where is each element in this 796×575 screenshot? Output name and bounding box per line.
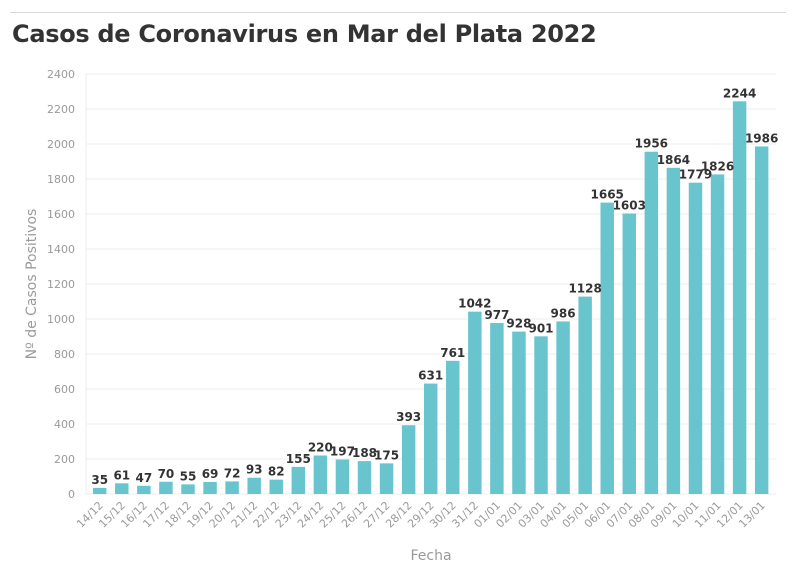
- bar: [335, 459, 350, 494]
- bar: [313, 455, 328, 494]
- bar: [556, 321, 570, 494]
- y-tick-label: 200: [54, 453, 75, 466]
- y-tick-label: 1800: [47, 173, 75, 186]
- data-label: 1665: [591, 188, 624, 202]
- bar: [490, 323, 504, 494]
- bar: [468, 311, 482, 494]
- data-label: 986: [551, 306, 576, 320]
- y-tick-label: 400: [54, 418, 75, 431]
- bar: [203, 481, 217, 494]
- y-tick-label: 2400: [47, 68, 75, 81]
- y-tick-label: 1000: [47, 313, 75, 326]
- bar: [379, 463, 394, 494]
- data-label: 1603: [613, 198, 646, 212]
- y-tick-label: 0: [68, 488, 75, 501]
- data-label: 55: [180, 469, 197, 483]
- bar: [578, 296, 592, 494]
- data-label: 155: [286, 452, 311, 466]
- data-label: 82: [268, 465, 285, 479]
- bar: [93, 487, 107, 494]
- y-tick-label: 1400: [47, 243, 75, 256]
- bar: [600, 202, 614, 494]
- data-label: 197: [330, 445, 355, 459]
- y-axis-ticks: 0 200 400 600 800 1000 1200 1400 1600 1800 2000 220…: [47, 68, 75, 501]
- data-label: 2244: [723, 86, 756, 100]
- data-label: 928: [506, 317, 531, 331]
- bar: [666, 167, 681, 495]
- gridlines: [85, 73, 776, 495]
- data-label: 47: [136, 471, 153, 485]
- data-label: 35: [91, 473, 108, 487]
- bars: [93, 101, 769, 495]
- data-label: 72: [224, 466, 241, 480]
- data-label: 631: [418, 369, 443, 383]
- data-label: 220: [308, 441, 333, 455]
- data-label: 1826: [701, 159, 734, 173]
- y-tick-label: 2000: [47, 138, 75, 151]
- data-label: 93: [246, 463, 263, 477]
- data-label: 69: [202, 467, 219, 481]
- bar: [357, 461, 372, 494]
- bar: [732, 101, 747, 495]
- top-divider: [10, 12, 786, 13]
- data-label: 1128: [568, 282, 601, 296]
- bar: [225, 481, 239, 494]
- data-label: 188: [352, 446, 377, 460]
- data-label: 1779: [679, 168, 712, 182]
- data-label: 393: [396, 410, 421, 424]
- x-axis-title: Fecha: [410, 548, 451, 564]
- data-label: 70: [158, 467, 175, 481]
- bar: [644, 151, 659, 494]
- bar: [512, 331, 526, 494]
- bar: [710, 174, 725, 494]
- bar: [137, 485, 151, 494]
- bar: [446, 360, 460, 494]
- bar: [754, 146, 769, 494]
- data-label: 175: [374, 448, 399, 462]
- bar: [115, 483, 129, 494]
- bar: [688, 182, 703, 495]
- bar: [269, 479, 283, 494]
- bar: [622, 213, 637, 494]
- y-axis-title: Nº de Casos Positivos: [24, 209, 40, 360]
- bar: [291, 466, 306, 494]
- bar: [534, 336, 548, 494]
- bar: [423, 383, 438, 494]
- bar: [401, 425, 416, 494]
- x-axis-ticks: 14/1215/1216/1217/1218/1219/1220/1221/12…: [74, 499, 768, 531]
- bar: [181, 484, 195, 494]
- y-tick-label: 600: [54, 383, 75, 396]
- y-tick-label: 2200: [47, 103, 75, 116]
- bar: [247, 477, 261, 494]
- data-label: 761: [440, 346, 465, 360]
- data-label: 977: [484, 308, 509, 322]
- y-tick-label: 1200: [47, 278, 75, 291]
- data-label: 1986: [745, 131, 778, 145]
- bar: [159, 481, 173, 494]
- data-label: 61: [113, 468, 130, 482]
- y-tick-label: 800: [54, 348, 75, 361]
- data-label: 1864: [657, 153, 690, 167]
- data-label: 1042: [458, 297, 491, 311]
- data-label: 901: [528, 321, 553, 335]
- chart-title: Casos de Coronavirus en Mar del Plata 20…: [12, 20, 597, 48]
- y-tick-label: 1600: [47, 208, 75, 221]
- data-label: 1956: [635, 137, 668, 151]
